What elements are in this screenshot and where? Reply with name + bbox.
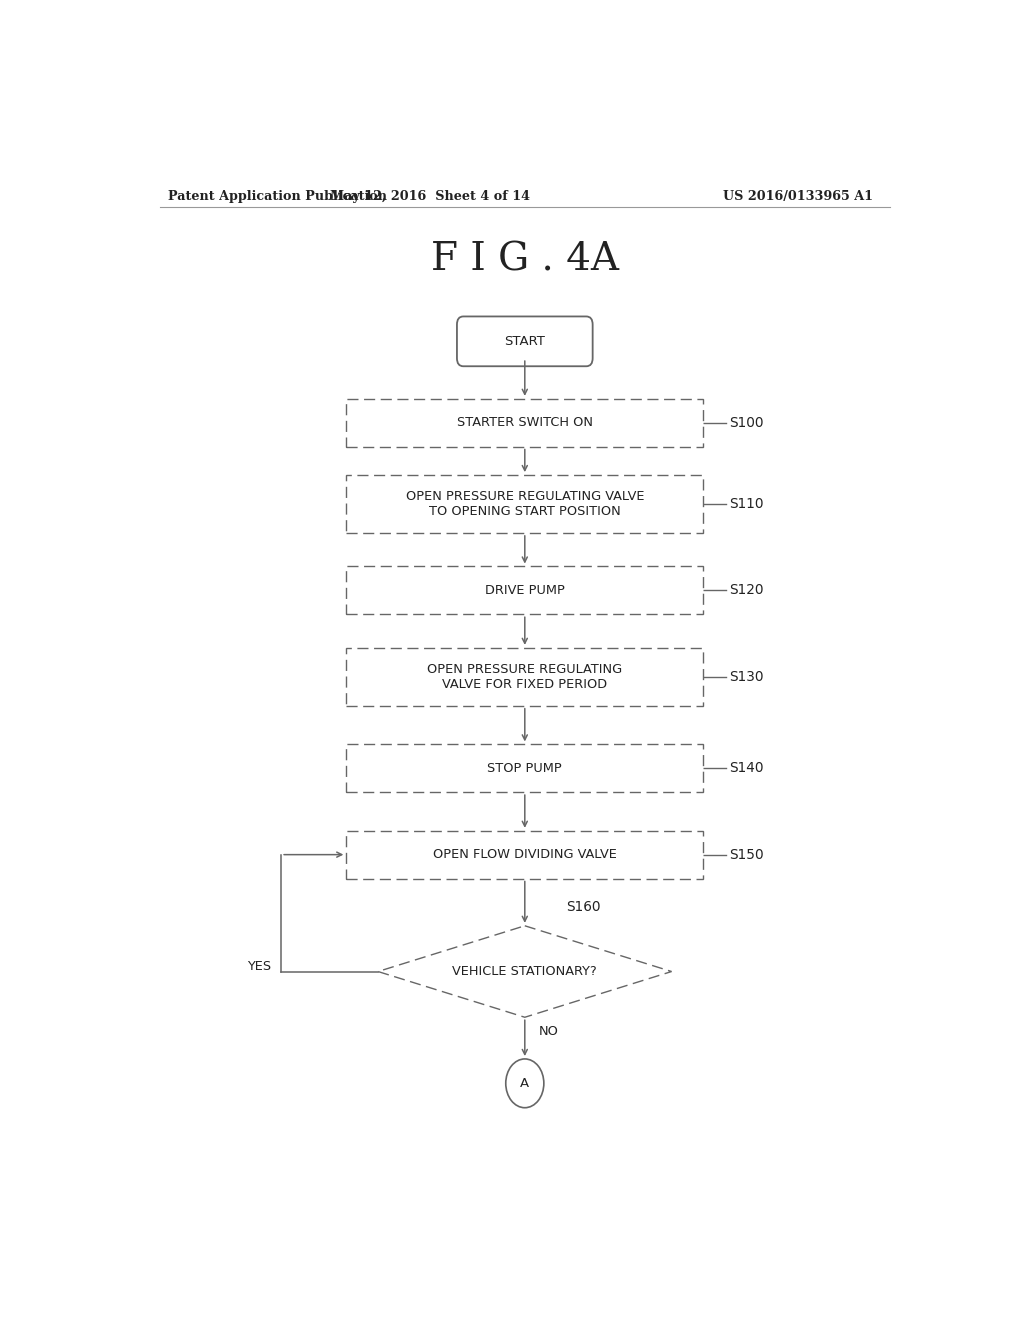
Text: S130: S130 [729,669,764,684]
Bar [346,566,703,614]
Text: OPEN PRESSURE REGULATING VALVE
TO OPENING START POSITION: OPEN PRESSURE REGULATING VALVE TO OPENIN… [406,490,644,517]
Text: Patent Application Publication: Patent Application Publication [168,190,387,202]
Polygon shape [378,925,672,1018]
Bar [346,744,703,792]
FancyBboxPatch shape [457,317,593,366]
Text: S160: S160 [566,900,600,913]
Bar [346,399,703,446]
Text: S150: S150 [729,847,764,862]
Text: OPEN PRESSURE REGULATING
VALVE FOR FIXED PERIOD: OPEN PRESSURE REGULATING VALVE FOR FIXED… [427,663,623,690]
Text: STARTER SWITCH ON: STARTER SWITCH ON [457,416,593,429]
Text: S140: S140 [729,762,764,775]
Text: NO: NO [539,1026,559,1039]
Text: STOP PUMP: STOP PUMP [487,762,562,775]
Text: US 2016/0133965 A1: US 2016/0133965 A1 [723,190,873,202]
Bar [346,830,703,879]
Bar [346,475,703,533]
Text: A: A [520,1077,529,1090]
Text: START: START [505,335,545,348]
Bar [346,648,703,706]
Text: S100: S100 [729,416,764,430]
Circle shape [506,1059,544,1107]
Text: YES: YES [247,960,271,973]
Text: F I G . 4A: F I G . 4A [431,242,618,279]
Text: S120: S120 [729,583,764,598]
Text: S110: S110 [729,496,764,511]
Text: DRIVE PUMP: DRIVE PUMP [484,583,565,597]
Text: OPEN FLOW DIVIDING VALVE: OPEN FLOW DIVIDING VALVE [433,849,616,861]
Text: VEHICLE STATIONARY?: VEHICLE STATIONARY? [453,965,597,978]
Text: May 12, 2016  Sheet 4 of 14: May 12, 2016 Sheet 4 of 14 [330,190,529,202]
